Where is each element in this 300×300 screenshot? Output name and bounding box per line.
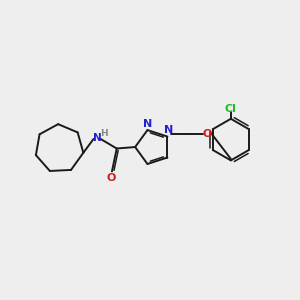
Text: O: O <box>107 173 116 183</box>
Text: N: N <box>142 119 152 129</box>
Text: Cl: Cl <box>225 104 237 114</box>
Text: O: O <box>202 129 212 139</box>
Text: N: N <box>164 125 173 135</box>
Text: H: H <box>100 129 107 138</box>
Text: N: N <box>93 133 101 142</box>
